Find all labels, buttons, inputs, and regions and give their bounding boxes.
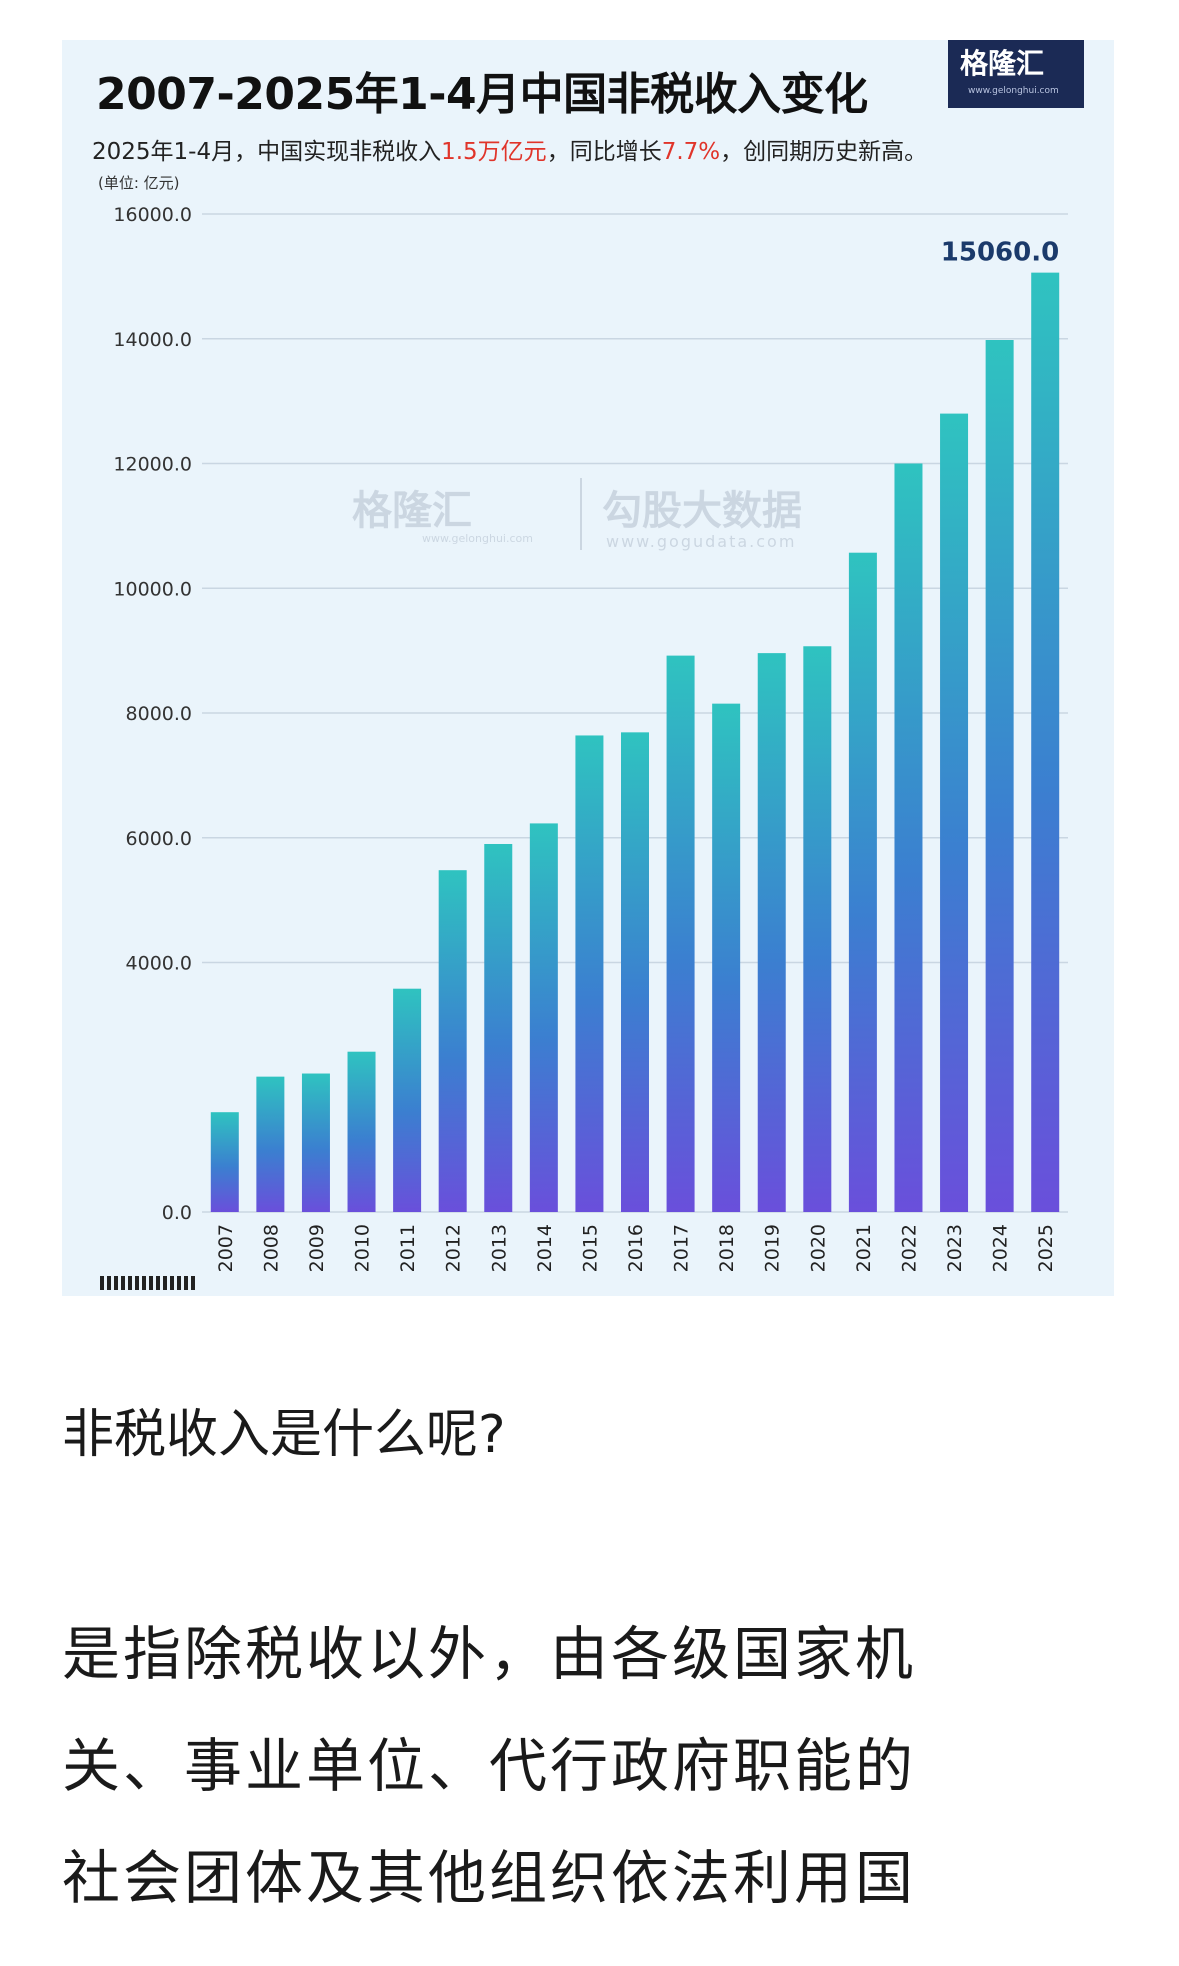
chart-title: 2007-2025年1-4月中国非税收入变化 (96, 69, 868, 120)
x-tick-label: 2011 (397, 1224, 419, 1272)
subtitle-prefix: 2025年1-4月，中国实现非税收入 (92, 139, 442, 165)
article-heading: 非税收入是什么呢? (62, 1405, 506, 1465)
bar-2008 (256, 1076, 285, 1212)
x-tick-label: 2012 (443, 1224, 465, 1272)
x-tick-label: 2008 (260, 1224, 282, 1272)
y-tick-label: 8000.0 (126, 703, 192, 725)
x-tick-label: 2024 (990, 1224, 1012, 1272)
bar-2009 (301, 1073, 330, 1212)
chart-subtitle: 2025年1-4月，中国实现非税收入1.5万亿元，同比增长7.7%，创同期历史新… (92, 132, 927, 166)
x-tick-label: 2022 (898, 1224, 920, 1272)
bar-2017 (666, 655, 695, 1212)
subtitle-suffix: ，创同期历史新高。 (720, 139, 928, 165)
x-tick-label: 2013 (488, 1224, 510, 1272)
x-tick-label: 2009 (306, 1224, 328, 1272)
bar-2024 (985, 339, 1014, 1212)
bar-2011 (393, 988, 422, 1212)
brand-logo-text: 格隆汇 (960, 47, 1045, 80)
y-tick-label: 16000.0 (113, 204, 192, 226)
y-tick-label: 12000.0 (113, 454, 192, 476)
x-tick-label: 2015 (579, 1224, 601, 1272)
bar-2019 (757, 653, 786, 1212)
x-tick-label: 2007 (215, 1224, 237, 1272)
x-tick-label: 2020 (807, 1224, 829, 1272)
bar-chart: 0.0 4000.0 6000.0 8000.0 10000.0 12000.0 14000… (113, 204, 1068, 1272)
x-tick-label: 2016 (625, 1224, 647, 1272)
x-tick-label: 2010 (352, 1224, 374, 1272)
bar-2023 (940, 413, 969, 1213)
y-tick-label: 4000.0 (126, 953, 192, 975)
bar-2016 (621, 732, 649, 1212)
bar-2020 (803, 646, 832, 1212)
x-tick-label: 2014 (534, 1224, 556, 1272)
bar-2025 (1031, 272, 1060, 1212)
bar-2010 (347, 1051, 376, 1212)
bar-2021 (848, 552, 877, 1212)
y-tick-label: 14000.0 (113, 329, 192, 351)
bar-2018 (712, 703, 741, 1212)
x-tick-label: 2017 (671, 1224, 693, 1272)
y-tick-label: 0.0 (162, 1202, 192, 1224)
y-axis-unit-label: (单位: 亿元) (98, 174, 180, 192)
bar-2022 (894, 463, 923, 1212)
article-line: 关、事业单位、代行政府职能的 (62, 1732, 917, 1800)
article-line: 是指除税收以外，由各级国家机 (62, 1620, 917, 1688)
article-body: 是指除税收以外，由各级国家机 关、事业单位、代行政府职能的 社会团体及其他组织依… (62, 1598, 1122, 1934)
x-tick-label: 2021 (853, 1224, 875, 1272)
bar-2007 (210, 1112, 239, 1212)
qr-code-strip (100, 1276, 196, 1290)
subtitle-middle: ，同比增长 (546, 139, 662, 165)
subtitle-highlight-amount: 1.5万亿元 (441, 139, 547, 165)
x-tick-label: 2019 (762, 1224, 784, 1272)
subtitle-highlight-growth: 7.7% (661, 139, 721, 165)
bar-2013 (484, 843, 513, 1212)
bar-2012 (438, 870, 467, 1212)
article-line: 社会团体及其他组织依法利用国 (62, 1844, 917, 1912)
brand-logo: 格隆汇 www.gelonghui.com (948, 40, 1084, 108)
x-tick-label: 2023 (944, 1224, 966, 1272)
brand-logo-url: www.gelonghui.com (968, 86, 1059, 96)
x-tick-label: 2018 (716, 1224, 738, 1272)
bar-2014 (529, 823, 558, 1212)
bar-2015 (575, 735, 604, 1212)
data-label: 15060.0 (941, 238, 1059, 268)
y-tick-label: 6000.0 (126, 828, 192, 850)
chart-card: 0.0 4000.0 6000.0 8000.0 10000.0 12000.0 14000… (62, 40, 1114, 1296)
x-tick-label: 2025 (1035, 1224, 1057, 1272)
y-tick-label: 10000.0 (113, 578, 192, 600)
